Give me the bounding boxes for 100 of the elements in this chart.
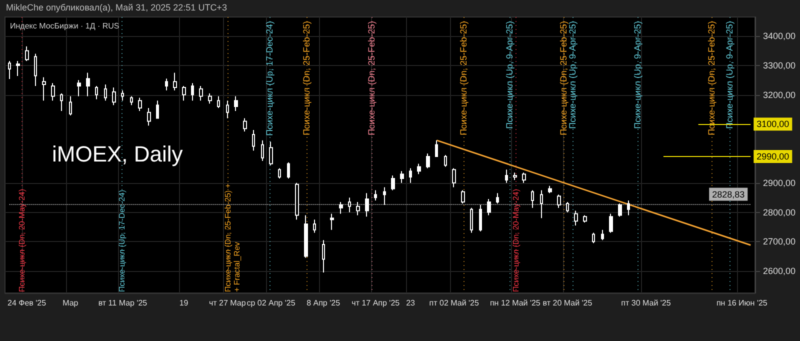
candlestick (69, 96, 72, 116)
candlestick (592, 232, 595, 244)
candlestick (156, 100, 159, 119)
annotation: Психе-цикл (Dn, 25-Feb-25) (302, 21, 312, 136)
candlestick (365, 192, 369, 218)
candlestick (583, 214, 587, 224)
candlestick (391, 175, 395, 191)
x-tick-label: Мар (62, 298, 79, 308)
ref-line-label: 2990,00 (756, 151, 790, 162)
y-tick-label: 2900,00 (763, 178, 796, 188)
annotation: Психе-цикл (Dn, 25-Feb-25) (366, 21, 376, 136)
candlestick (243, 118, 247, 132)
candlestick (461, 190, 465, 204)
candlestick (51, 82, 55, 102)
x-tick-label: пт 02 Май '25 (429, 298, 480, 308)
candlestick (609, 213, 613, 234)
annotation: Психе-цикл (Dn, 25-Feb-25) (558, 21, 568, 136)
x-tick-label: вт 11 Мар '25 (98, 298, 148, 308)
text: iMOEX, Daily (52, 142, 183, 166)
candlestick (435, 140, 438, 157)
x-tick-label: пн 12 Май '25 (490, 298, 541, 308)
annotation: Психе-цикл (Up, 17-Dec-24) (264, 20, 274, 136)
candlestick (16, 60, 20, 77)
candlestick (226, 100, 229, 119)
candlestick (77, 80, 81, 97)
candlestick (191, 82, 194, 102)
candlestick (252, 130, 255, 152)
candlestick (34, 53, 37, 86)
candlestick (199, 86, 203, 102)
x-tick-label: 24 Фев '25 (8, 298, 47, 308)
x-tick-label: 23 (406, 298, 416, 308)
candlestick (295, 182, 299, 220)
candlestick (86, 72, 90, 97)
ref-line-label: 3100,00 (756, 119, 790, 130)
candlestick (322, 240, 325, 273)
y-tick-label: 3400,00 (763, 31, 796, 42)
y-tick-label: 2600,00 (763, 266, 796, 276)
annotation: Психе-цикл (Dn, 25-Feb-25) + (224, 183, 232, 292)
candlestick (60, 92, 63, 112)
x-tick-label: пн 16 Июн '25 (716, 298, 768, 308)
candlestick (426, 153, 430, 169)
candlestick (574, 210, 578, 226)
annotation: Психе-цикл (Dn, 20-May-24) (18, 188, 26, 292)
candlestick (182, 86, 186, 102)
annotation: Психе-цикл (Up, 17-Dec-24) (118, 190, 126, 292)
candlestick (400, 170, 404, 184)
x-tick-label: чт 17 Апр '25 (352, 298, 400, 308)
candlestick (452, 168, 456, 188)
candlestick (522, 172, 526, 184)
candlestick (130, 96, 133, 106)
text: MikleChe опубликовал(а), Май 31, 2025 22:51 UTC+3 (6, 2, 227, 12)
candlestick (557, 194, 561, 208)
candlestick (234, 96, 238, 112)
x-tick-label: пт 30 Май '25 (621, 298, 672, 308)
candlestick (104, 84, 107, 102)
candlestick (278, 168, 281, 179)
candlestick (513, 172, 517, 180)
annotation: Психе-цикл (Up, 9-Apr-25) (632, 21, 642, 129)
candlestick (409, 168, 412, 184)
candlestick (417, 163, 421, 175)
x-tick-label: 19 (179, 298, 189, 308)
annotation: Психе-цикл (Up, 9-Apr-25) (724, 21, 734, 129)
x-tick-label: 8 Апр '25 (306, 298, 341, 308)
annotation: Психе-цикл (Dn, 20-May-24) (512, 188, 520, 292)
candlestick (383, 186, 386, 206)
candlestick (138, 97, 142, 112)
candlestick (287, 162, 290, 179)
annotation: Психе-цикл (Dn, 25-Feb-25) (706, 21, 716, 136)
candlestick (261, 140, 264, 162)
ref-line-label: 2828,83 (712, 189, 745, 200)
x-tick-label: вт 20 Май '25 (542, 298, 593, 308)
candlestick (540, 190, 543, 219)
candlestick (496, 192, 499, 204)
candlestick (165, 78, 168, 91)
annotation: Психе-цикл (Up, 9-Apr-25) (504, 21, 514, 129)
annotation: + Fractal_Rev (232, 242, 242, 292)
y-tick-label: 2800,00 (763, 207, 796, 218)
candlestick (505, 169, 508, 184)
candlestick (304, 214, 308, 258)
candlestick (95, 86, 98, 100)
candlestick (470, 207, 473, 234)
x-tick-label: чт 27 Мар (208, 298, 246, 308)
candlestick (627, 200, 630, 216)
candlestick (217, 96, 220, 109)
candlestick (601, 229, 604, 241)
candlestick (566, 201, 569, 213)
y-tick-label: 3300,00 (763, 60, 796, 70)
candlestick (173, 72, 177, 91)
candlestick (269, 141, 273, 166)
annotation: Психе-цикл (Up, 9-Apr-25) (568, 21, 578, 129)
candlestick (42, 76, 46, 102)
candlestick (348, 197, 351, 213)
candlestick (208, 92, 212, 104)
candlestick (112, 86, 116, 106)
y-tick-label: 3200,00 (763, 90, 796, 100)
candlestick (330, 213, 334, 230)
candlestick (147, 108, 151, 126)
candlestick (313, 219, 316, 234)
candlestick (618, 202, 622, 218)
annotation: Психе-цикл (Dn, 25-Feb-25) (458, 21, 468, 136)
